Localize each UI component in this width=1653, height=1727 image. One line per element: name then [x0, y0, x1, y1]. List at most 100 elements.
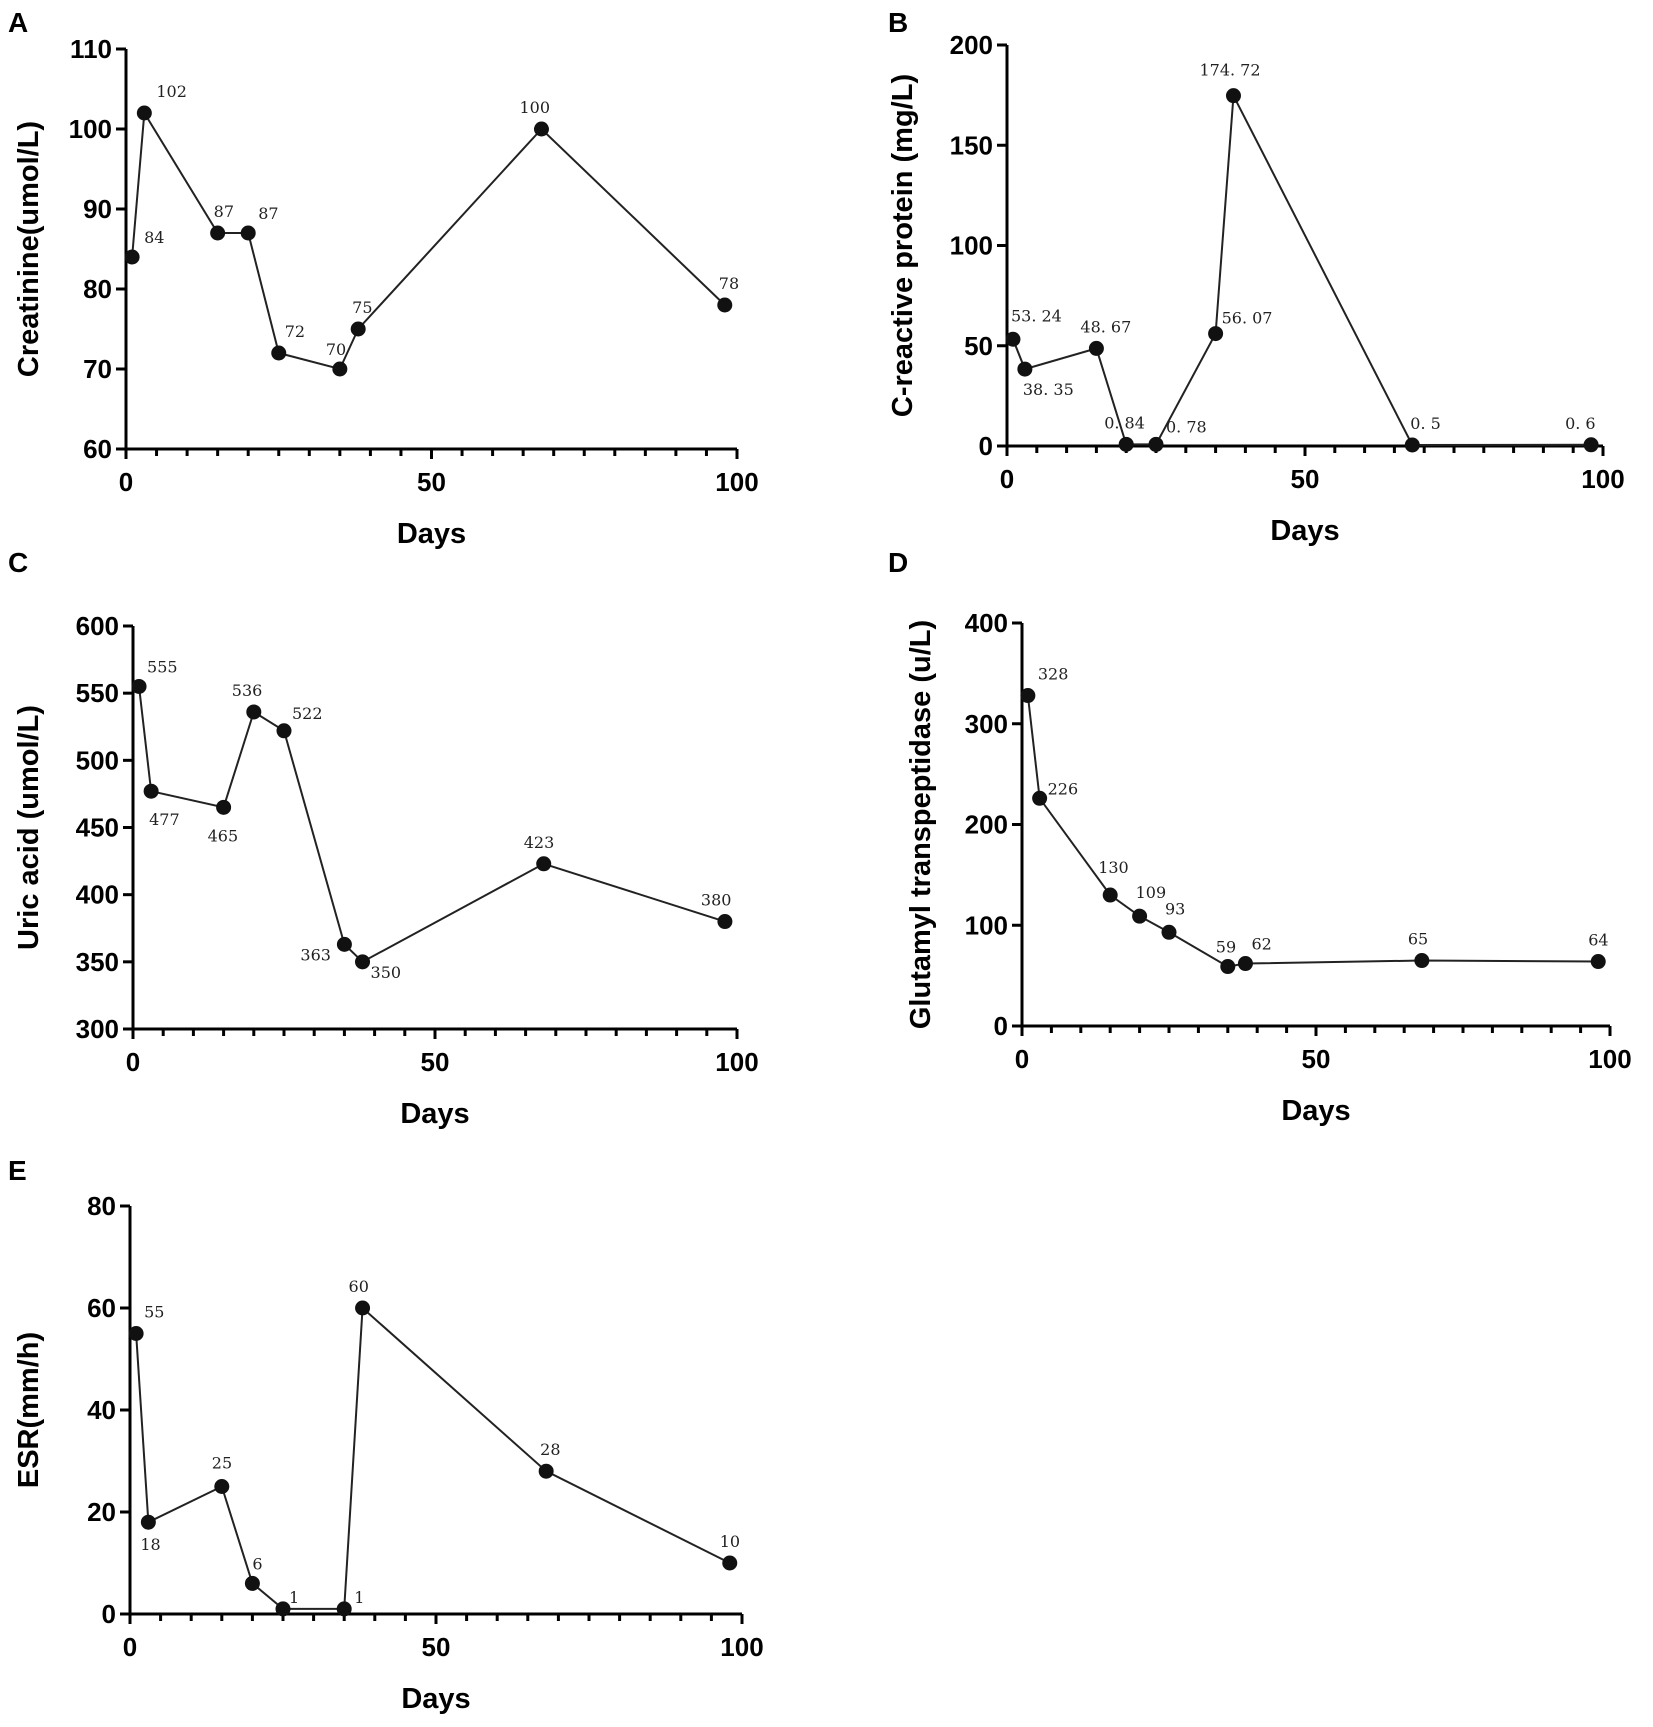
data-label: 48. 67 [1080, 317, 1131, 336]
data-label: 130 [1098, 858, 1129, 877]
data-label: 53. 24 [1011, 306, 1062, 325]
data-point [128, 1326, 144, 1341]
data-point [336, 1601, 352, 1617]
panel-letter: C [8, 547, 28, 578]
data-point [124, 249, 140, 265]
data-label: 28 [540, 1440, 560, 1459]
data-point [1404, 437, 1420, 453]
data-label: 84 [144, 228, 164, 247]
x-tick-label: 0 [119, 467, 133, 497]
y-tick-label: 150 [950, 130, 993, 160]
panel-letter: B [888, 7, 908, 38]
data-label: 328 [1038, 665, 1069, 684]
data-label: 0. 5 [1410, 414, 1441, 433]
data-label: 75 [352, 298, 372, 317]
data-label: 0. 6 [1565, 414, 1596, 433]
y-tick-label: 450 [76, 813, 119, 843]
y-tick-label: 20 [87, 1497, 116, 1527]
y-tick-label: 80 [83, 274, 112, 304]
data-label: 62 [1251, 935, 1271, 954]
data-label: 100 [519, 98, 550, 117]
chart-panel-c: C 300 350 400 450 500 550 600 0 50 100 Days Uric aci… [8, 547, 759, 1130]
data-point [216, 799, 232, 815]
data-point [722, 1555, 738, 1571]
x-axis-title: Days [397, 518, 466, 550]
data-point [1590, 954, 1606, 970]
data-point [244, 1575, 260, 1591]
x-tick-label: 0 [123, 1632, 137, 1662]
series-line [1026, 695, 1599, 968]
data-point [717, 297, 733, 313]
y-tick-label: 600 [76, 611, 119, 641]
data-label: 10 [720, 1532, 740, 1551]
data-label: 18 [140, 1535, 160, 1554]
data-point [1583, 437, 1599, 453]
data-label: 60 [349, 1277, 369, 1296]
x-tick-label: 100 [715, 1047, 758, 1077]
panel-letter: D [888, 547, 908, 578]
y-tick-label: 200 [950, 30, 993, 60]
series-line [138, 686, 726, 964]
series-line [131, 109, 726, 371]
data-point [271, 345, 287, 361]
data-label: 350 [371, 963, 402, 982]
x-tick-label: 100 [720, 1632, 763, 1662]
data-point [355, 954, 371, 970]
y-tick-label: 550 [76, 678, 119, 708]
data-point [214, 1479, 230, 1494]
data-label: 25 [212, 1454, 232, 1473]
data-point [1220, 959, 1236, 975]
data-label: 0. 84 [1104, 413, 1145, 432]
y-tick-label: 0 [979, 431, 993, 461]
data-label: 423 [524, 833, 555, 852]
y-tick-label: 50 [964, 331, 993, 361]
chart-panel-b: B 0 50 100 150 200 0 50 100 Days C-reactive protei… [887, 7, 1625, 547]
data-label: 65 [1408, 930, 1428, 949]
data-label: 1 [289, 1588, 299, 1607]
data-label: 102 [156, 82, 187, 101]
data-point [1132, 908, 1148, 924]
data-point [1088, 340, 1104, 356]
x-tick-label: 0 [126, 1047, 140, 1077]
x-tick-label: 0 [1000, 464, 1014, 494]
y-tick-label: 300 [76, 1014, 119, 1044]
data-point [136, 105, 152, 121]
data-point [538, 1463, 554, 1479]
data-point [1148, 436, 1164, 452]
x-tick-label: 0 [1015, 1044, 1029, 1074]
data-point [275, 1601, 291, 1617]
data-label: 0. 78 [1166, 417, 1207, 436]
data-point [350, 321, 366, 337]
x-tick-label: 50 [1302, 1044, 1331, 1074]
data-label: 6 [252, 1554, 262, 1573]
chart-panel-d: D 0 100 200 300 400 0 50 100 Days Glutamyl transpe… [888, 547, 1632, 1127]
y-tick-label: 90 [83, 194, 112, 224]
y-axis-title: Uric acid (umol/L) [13, 705, 45, 950]
data-point [1161, 924, 1177, 940]
y-axis-title: ESR(mm/h) [13, 1332, 45, 1488]
y-axis-title: Creatinine(umol/L) [13, 121, 45, 377]
data-point [717, 914, 733, 930]
data-point [276, 723, 292, 739]
y-tick-label: 0 [994, 1011, 1008, 1041]
data-point [1208, 326, 1224, 342]
x-axis-title: Days [400, 1098, 469, 1130]
data-label: 465 [208, 826, 239, 845]
data-label: 363 [300, 945, 331, 964]
y-tick-label: 400 [965, 608, 1008, 638]
x-tick-label: 100 [1588, 1044, 1631, 1074]
data-label: 477 [149, 810, 180, 829]
x-tick-label: 50 [417, 467, 446, 497]
y-tick-label: 100 [950, 231, 993, 261]
data-point [140, 1514, 156, 1530]
y-tick-label: 350 [76, 947, 119, 977]
data-point [1017, 361, 1033, 377]
x-axis-title: Days [1281, 1095, 1350, 1127]
data-point [332, 361, 348, 377]
data-point [1102, 887, 1118, 903]
y-tick-label: 500 [76, 745, 119, 775]
data-point [536, 856, 552, 872]
x-tick-label: 100 [1581, 464, 1624, 494]
x-tick-label: 50 [1291, 464, 1320, 494]
